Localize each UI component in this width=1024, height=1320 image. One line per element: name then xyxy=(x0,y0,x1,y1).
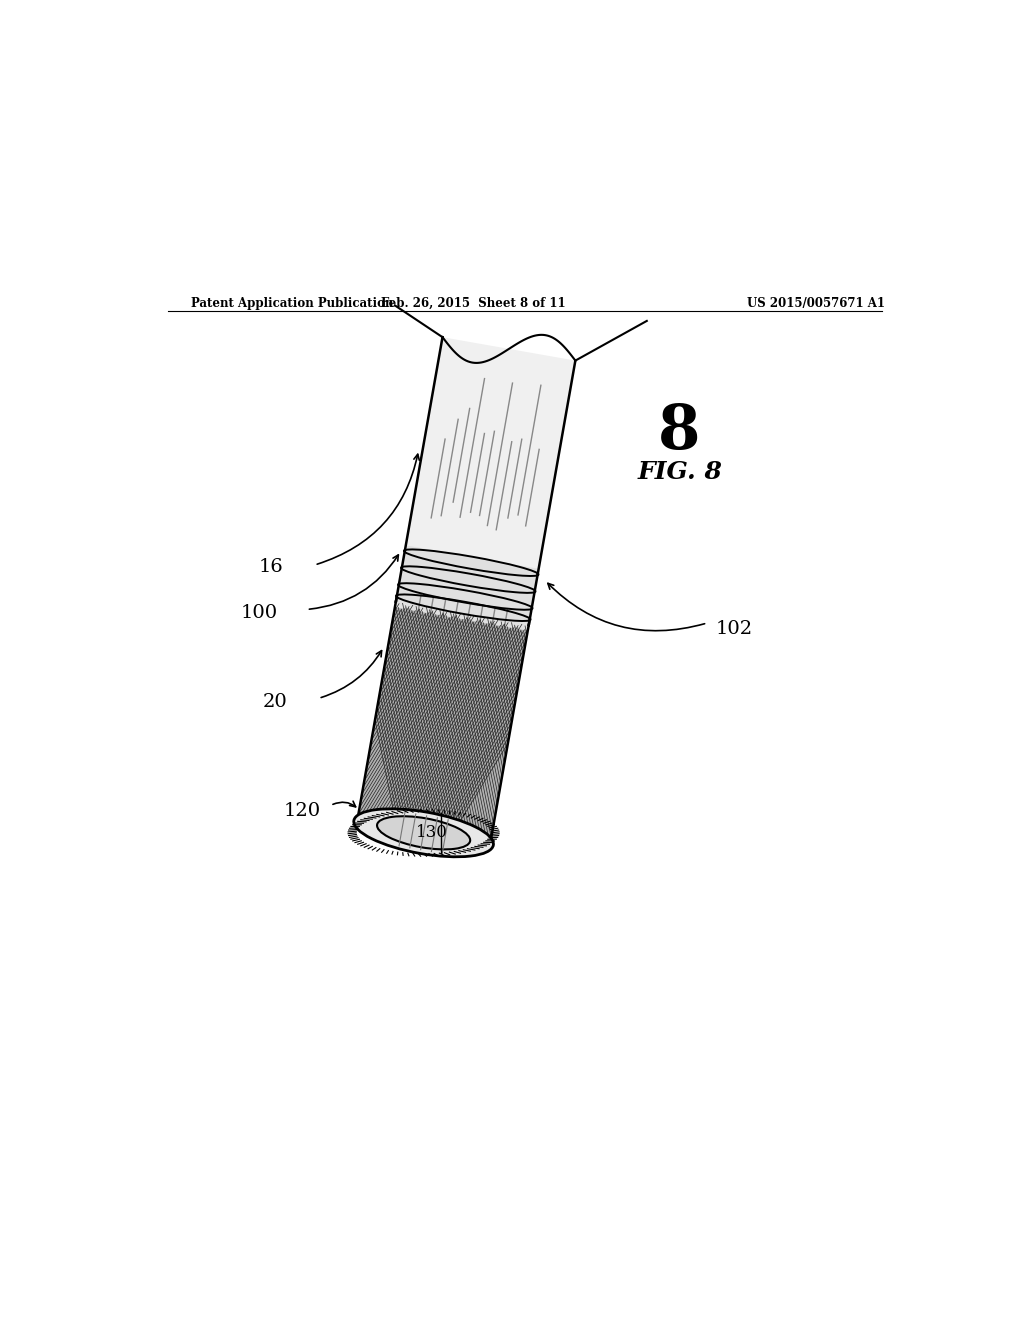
Text: 102: 102 xyxy=(715,619,753,638)
Polygon shape xyxy=(395,545,539,631)
Text: 120: 120 xyxy=(284,803,322,820)
Text: 130: 130 xyxy=(416,824,447,841)
Text: FIG. 8: FIG. 8 xyxy=(637,461,722,484)
Polygon shape xyxy=(404,337,575,574)
Text: US 2015/0057671 A1: US 2015/0057671 A1 xyxy=(748,297,885,310)
Text: 20: 20 xyxy=(262,693,287,711)
Text: Patent Application Publication: Patent Application Publication xyxy=(191,297,394,310)
Text: 8: 8 xyxy=(658,403,700,462)
Text: 100: 100 xyxy=(241,603,278,622)
Polygon shape xyxy=(357,602,528,845)
Text: Feb. 26, 2015  Sheet 8 of 11: Feb. 26, 2015 Sheet 8 of 11 xyxy=(381,297,565,310)
Polygon shape xyxy=(396,597,529,626)
Text: 16: 16 xyxy=(258,558,284,577)
Ellipse shape xyxy=(353,809,494,857)
Ellipse shape xyxy=(377,816,470,849)
Polygon shape xyxy=(357,602,528,845)
